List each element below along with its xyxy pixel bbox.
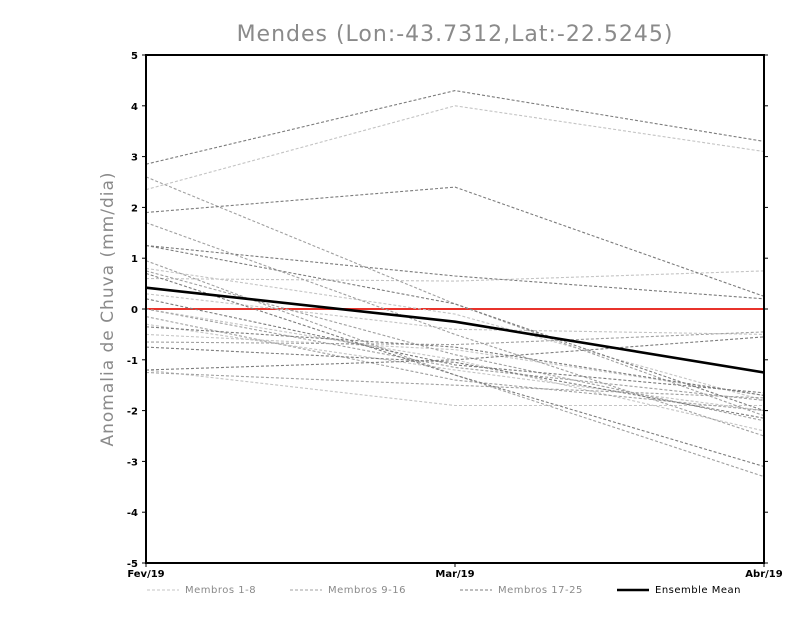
series-line-member-25 <box>145 298 765 394</box>
axes: -5 -4 -3 -2 -1 0 1 2 3 4 5 Fev/19 Mar/19 Abr/19 <box>127 51 783 580</box>
y-tick-label: 2 <box>131 203 138 214</box>
y-tick-label: 0 <box>131 305 138 316</box>
series-line-member-4 <box>145 293 765 335</box>
series-line-member-15 <box>145 316 765 412</box>
y-tick-label: 1 <box>131 254 138 265</box>
series-line-member-1 <box>145 105 765 191</box>
y-tick-label: 5 <box>131 51 138 62</box>
series-line-member-6 <box>145 267 765 401</box>
series-lines <box>145 90 765 478</box>
series-line-member-17 <box>145 90 765 165</box>
series-line-member-5 <box>145 333 765 396</box>
y-tick-label: -1 <box>127 356 138 367</box>
legend-label-group-3: Membros 17-25 <box>498 585 583 596</box>
series-line-member-23 <box>145 244 765 412</box>
series-line-member-19 <box>145 244 765 300</box>
series-line-member-12 <box>145 260 765 478</box>
series-line-member-2 <box>145 270 765 282</box>
y-tick-label: -5 <box>127 559 138 570</box>
y-tick-label: 3 <box>131 153 138 164</box>
y-tick-label: 4 <box>131 102 138 113</box>
series-line-member-21 <box>145 272 765 468</box>
series-line-ensemble-mean <box>145 286 765 374</box>
legend-label-ensemble-mean: Ensemble Mean <box>655 585 741 596</box>
series-line-member-20 <box>145 326 765 396</box>
chart-title: Mendes (Lon:-43.7312,Lat:-22.5245) <box>237 22 674 47</box>
series-line-member-10 <box>145 222 765 437</box>
x-tick-label-fev-19: Fev/19 <box>127 569 164 580</box>
series-line-member-9 <box>145 176 765 417</box>
series-line-member-7 <box>145 323 765 412</box>
series-line-member-22 <box>145 336 765 371</box>
legend-label-group-2: Membros 9-16 <box>328 585 406 596</box>
x-tick-label-mar-19: Mar/19 <box>435 569 474 580</box>
y-tick-label: -4 <box>127 508 138 519</box>
series-line-member-16 <box>145 308 765 401</box>
series-line-member-18 <box>145 186 765 297</box>
series-line-member-13 <box>145 331 765 346</box>
y-tick-label: -2 <box>127 407 138 418</box>
series-line-member-11 <box>145 371 765 399</box>
y-tick-label: -3 <box>127 457 138 468</box>
x-tick-label-abr-19: Abr/19 <box>745 569 782 580</box>
y-axis-label: Anomalia de Chuva (mm/dia) <box>98 171 118 446</box>
legend: Membros 1-8 Membros 9-16 Membros 17-25 Ense… <box>147 585 741 596</box>
series-line-member-3 <box>145 369 764 407</box>
legend-label-group-1: Membros 1-8 <box>185 585 256 596</box>
